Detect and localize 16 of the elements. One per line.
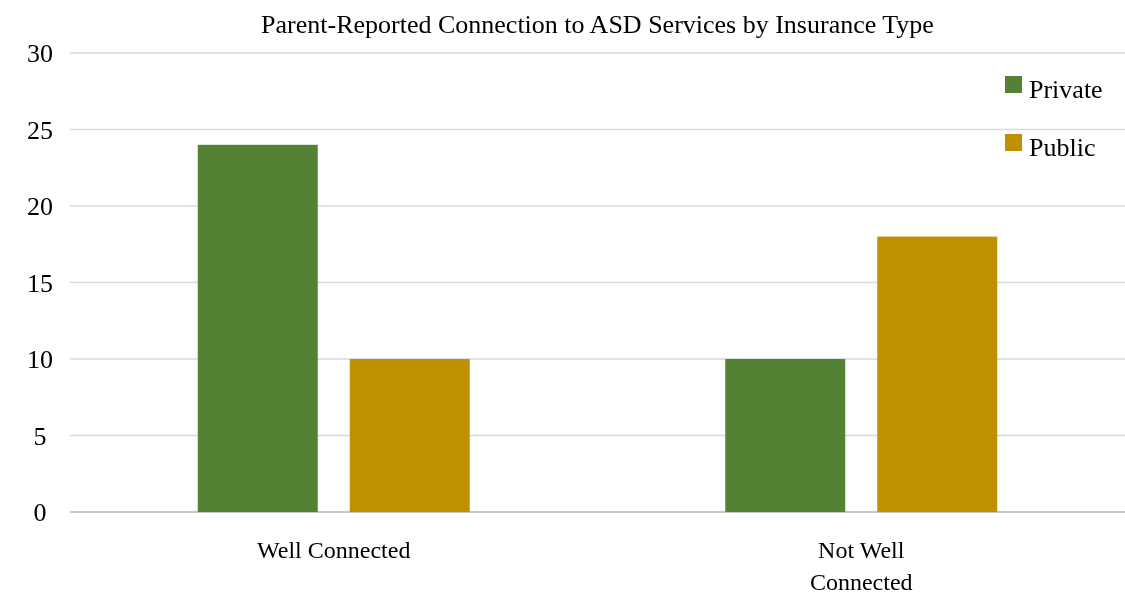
bar: [197, 144, 318, 512]
y-tick-label: 30: [27, 39, 53, 69]
chart-title: Parent-Reported Connection to ASD Services by Insurance Type: [261, 10, 934, 39]
legend-label: Private: [1029, 74, 1103, 104]
x-tick-label: Not Well Connected: [809, 537, 913, 595]
bar: [725, 359, 846, 512]
bar: [877, 236, 998, 512]
x-tick-label: Well Connected: [257, 537, 411, 563]
y-tick-label: 20: [27, 192, 53, 222]
y-tick-label: 10: [27, 345, 53, 375]
y-tick-label: 5: [33, 421, 47, 451]
bar: [349, 359, 470, 512]
y-tick-label: 25: [27, 115, 53, 145]
y-tick-label: 0: [33, 498, 47, 528]
y-tick-label: 15: [27, 268, 53, 298]
legend-label: Public: [1029, 132, 1096, 162]
